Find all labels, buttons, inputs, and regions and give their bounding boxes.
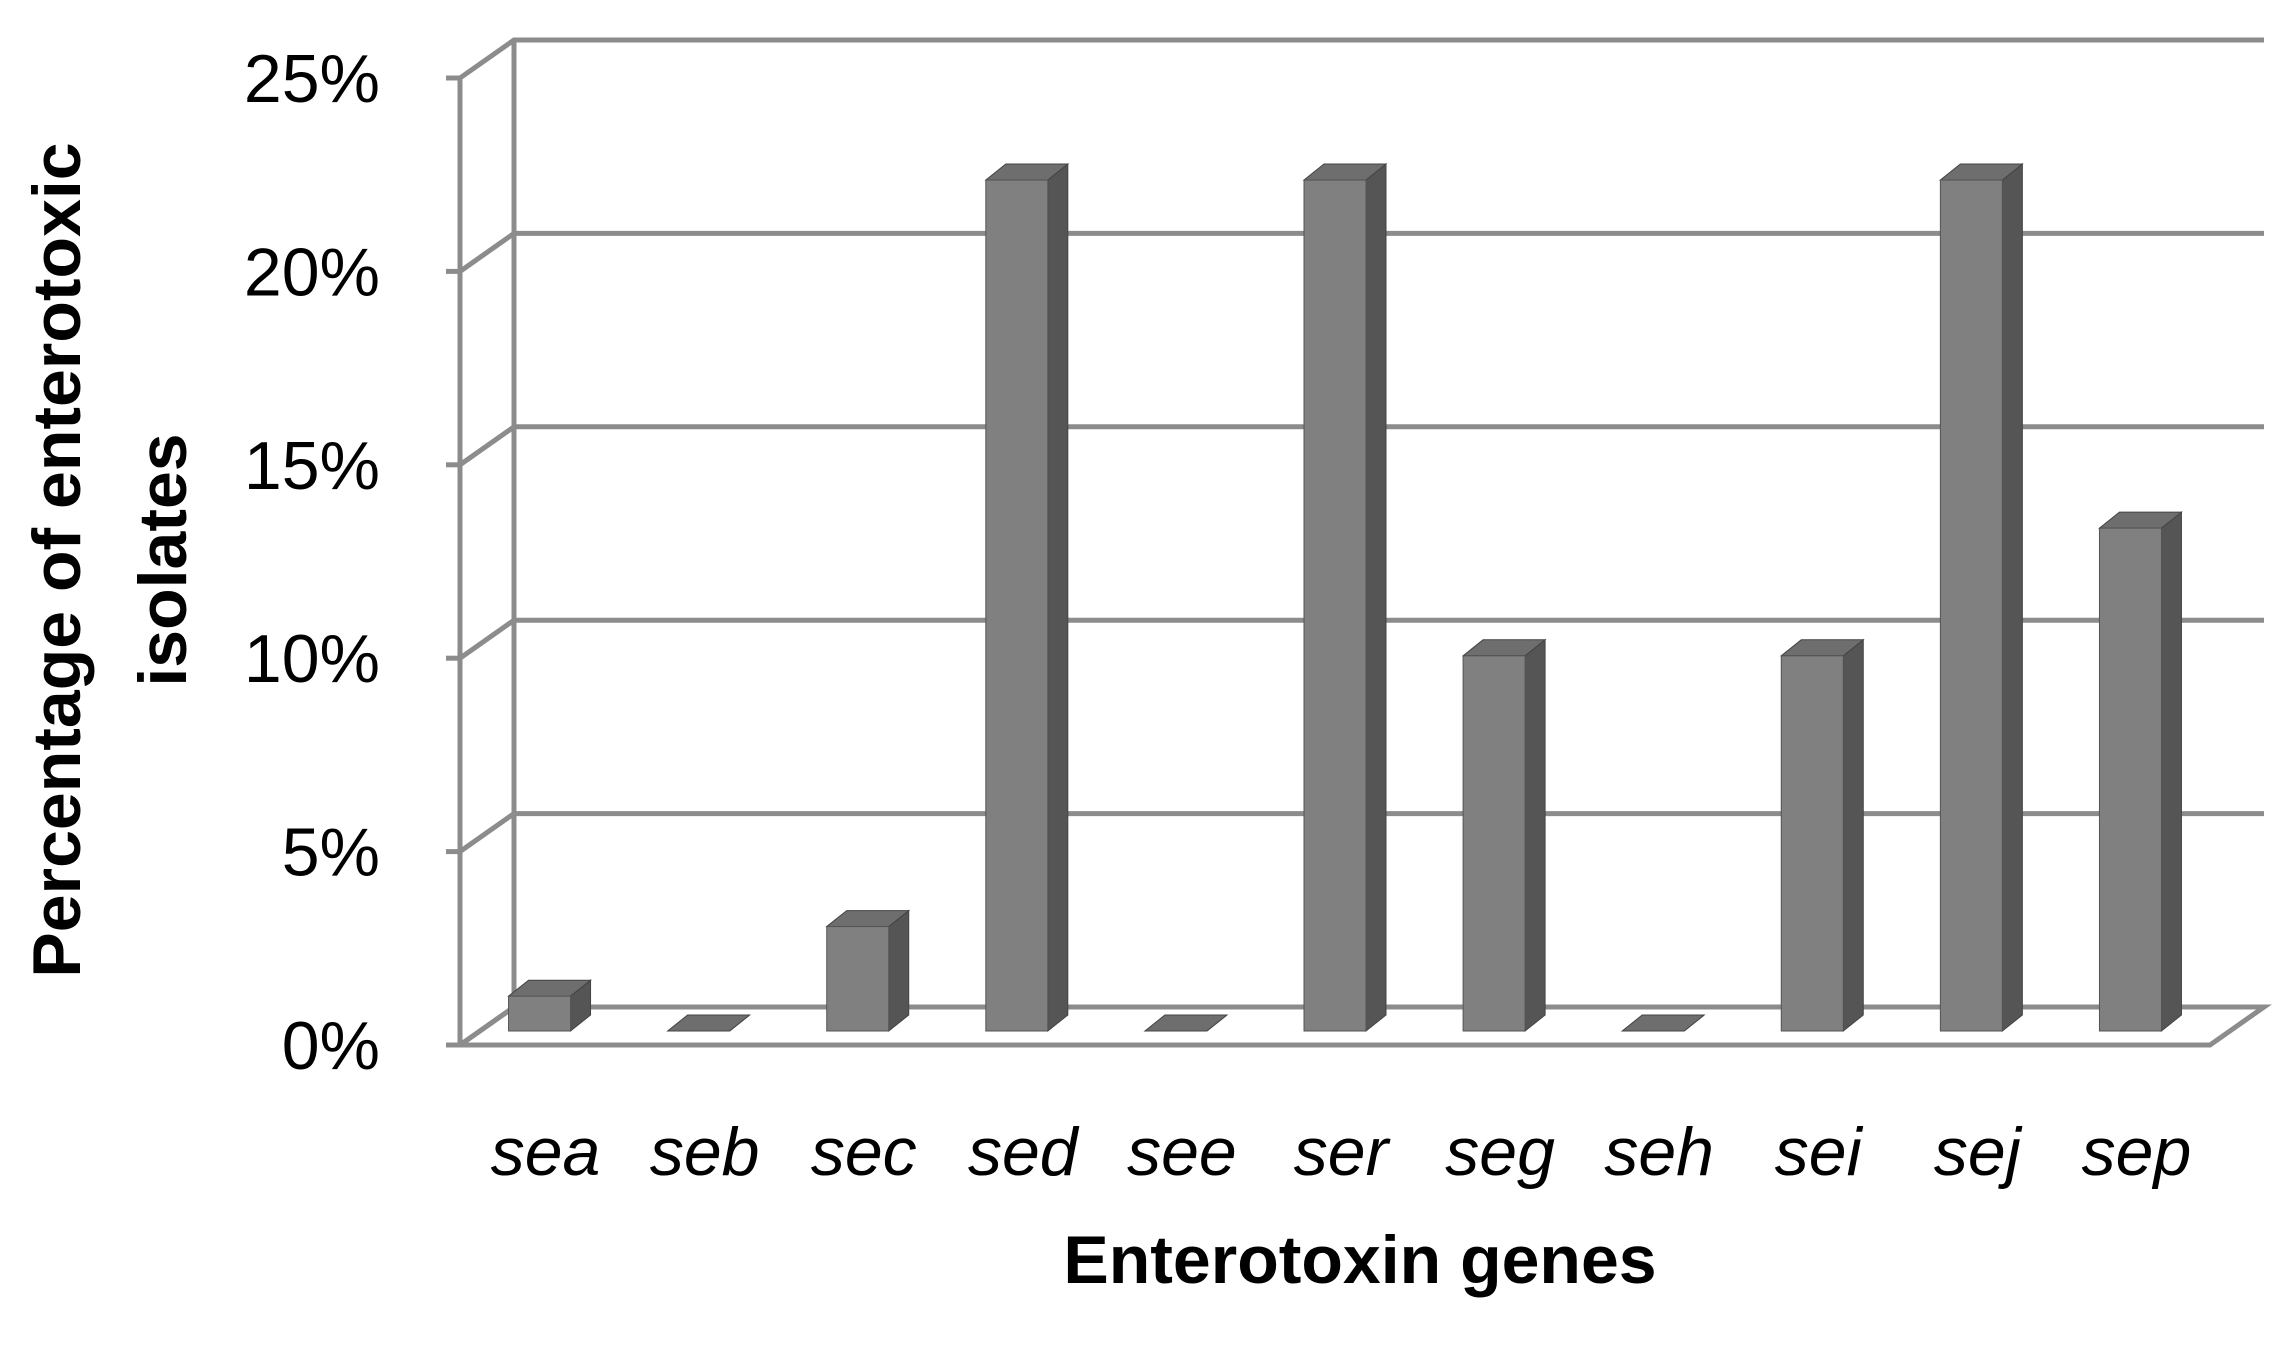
x-tick-label: ser [1294, 1114, 1391, 1190]
axis-layer [446, 40, 2272, 1048]
bar-front-face [826, 926, 890, 1032]
bar-top-face [666, 1014, 752, 1032]
y-axis-title-line-2: isolates [125, 433, 201, 686]
bar-layer [507, 162, 2183, 1033]
bar-sei [1779, 638, 1865, 1033]
bar-seb [666, 1014, 752, 1032]
bar-seh [1620, 1014, 1706, 1032]
bar-side-face [2001, 162, 2023, 1033]
x-tick-label: seb [650, 1114, 760, 1190]
x-tick-label: sea [491, 1114, 601, 1190]
floor [452, 1004, 2272, 1048]
x-tick-label: seh [1604, 1114, 1714, 1190]
bar-ser [1302, 162, 1388, 1033]
bar-front-face [985, 179, 1049, 1032]
bar-front-face [508, 995, 572, 1032]
bar-see [1143, 1014, 1229, 1032]
label-layer: 0% 5% 10% 15% 20% 25% sea seb sec sed see ser seg seh… [244, 41, 2191, 1190]
x-tick-label: sec [811, 1114, 917, 1190]
bar-front-face [2098, 527, 2162, 1032]
bar-sed [984, 162, 1070, 1033]
x-tick-label: sei [1775, 1114, 1864, 1190]
bar-side-face [2160, 511, 2182, 1033]
bar-side-face [1842, 638, 1864, 1033]
bar-front-face [1462, 655, 1526, 1032]
y-tick-label: 5% [282, 815, 380, 891]
bar-sej [1938, 162, 2024, 1033]
x-tick-label: sep [2082, 1114, 2192, 1190]
bar-sec [825, 909, 911, 1033]
bar-side-face [1524, 638, 1546, 1033]
bar-side-face [1047, 162, 1069, 1033]
bar-front-face [1939, 179, 2003, 1032]
gridline [458, 37, 2264, 81]
bar-front-face [1303, 179, 1367, 1032]
bar-sep [2098, 511, 2183, 1033]
bar-side-face [1365, 162, 1387, 1033]
y-tick-label: 20% [244, 234, 380, 310]
bar-seg [1461, 638, 1547, 1033]
bar-top-face [1620, 1014, 1706, 1032]
x-tick-label: sej [1934, 1114, 2023, 1190]
bar-front-face [1780, 655, 1844, 1032]
y-tick-label: 25% [244, 41, 380, 117]
y-tick-label: 0% [282, 1008, 380, 1084]
x-tick-label: seg [1445, 1114, 1555, 1190]
y-tick-label: 10% [244, 621, 380, 697]
x-tick-label: see [1127, 1114, 1237, 1190]
bar-side-face [888, 909, 910, 1033]
x-axis-title: Enterotoxin genes [1063, 1222, 1656, 1298]
bar-sea [507, 979, 592, 1033]
y-tick-label: 15% [244, 428, 380, 504]
y-axis-title-line-1: Percentage of enterotoxic [19, 142, 95, 977]
x-tick-label: sed [968, 1114, 1080, 1190]
bar-top-face [1143, 1014, 1229, 1032]
